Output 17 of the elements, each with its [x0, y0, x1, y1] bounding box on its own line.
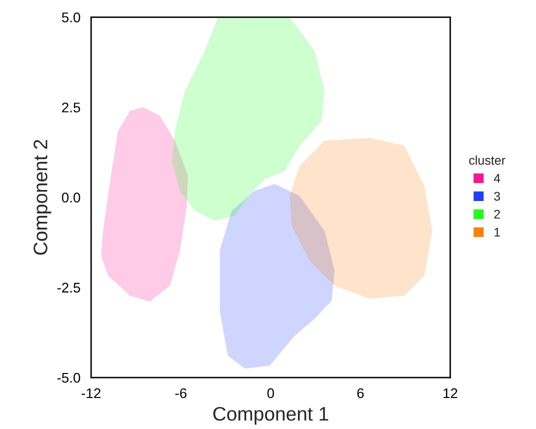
x-tick-label: 6 — [357, 388, 364, 398]
x-tick-label: 0 — [267, 388, 274, 398]
x-axis-title: Component 1 — [213, 406, 328, 425]
x-tick-label: -12 — [82, 388, 100, 398]
y-tick-label: -2.5 — [57, 282, 80, 293]
legend-label: 3 — [494, 192, 500, 201]
y-axis-title: Component 2 — [34, 140, 52, 255]
y-tick-label: 5.0 — [62, 12, 80, 22]
x-tick-label: 12 — [444, 388, 458, 398]
legend-title: cluster — [469, 156, 506, 165]
y-tick-label: 0.0 — [62, 192, 80, 203]
x-tick-label: -6 — [175, 388, 186, 398]
y-tick-label: 2.5 — [62, 102, 80, 112]
legend-label: 2 — [494, 210, 500, 219]
y-tick-label: -5.0 — [57, 372, 80, 383]
legend-label: 1 — [494, 228, 500, 237]
legend-label: 4 — [494, 174, 500, 183]
